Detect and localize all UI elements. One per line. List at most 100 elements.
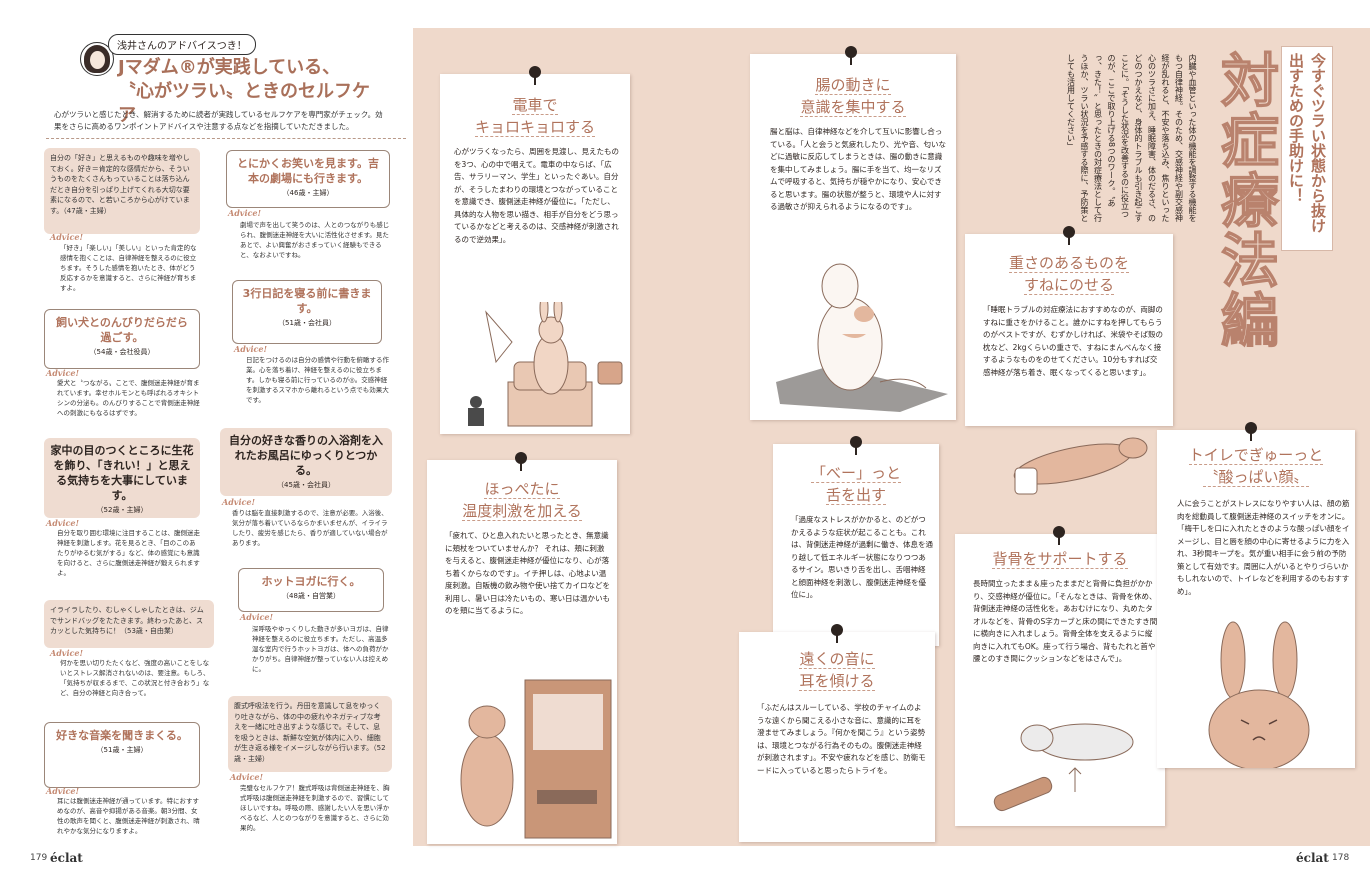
cat-vending-machine-illustration	[460, 679, 612, 839]
panel-spine: 背骨をサポートする 長時間立ったまま＆座ったままだと背骨に負担がかかり、交感神経…	[955, 526, 1165, 826]
advice-text: 耳には腹側迷走神経が通っています。特におすすめなのが、高音や抑揚がある音楽。朝3…	[57, 797, 200, 835]
advice-text: 劇場で声を出して笑うのは、人とのつながりも感じられ、腹側迷走神経を大いに活性化さ…	[240, 221, 390, 259]
panel-body: 「ふだんはスルーしている、学校のチャイムのような遠くから聞こえる小さな音に、意識…	[757, 703, 926, 775]
panel-body: 人に会うことがストレスになりやすい人は、顔の筋肉を総動員して腹側迷走神経のスイッ…	[1177, 499, 1350, 596]
sub-title: 今すぐツラい状態から抜け出すための手助けに！	[1281, 46, 1333, 251]
advice-label: Advice!	[222, 497, 255, 507]
panel-body: 長時間立ったまま＆座ったままだと背骨に負担がかかり、交感神経が優位に。「そんなと…	[973, 579, 1158, 663]
rabbit-sour-face-illustration	[1208, 621, 1310, 768]
panel-title: 背骨をサポートする	[992, 550, 1128, 569]
panel-title: トイレでぎゅーっと 〝酸っぱい顔〟	[1188, 446, 1324, 487]
panel-cheek: ほっぺたに 温度刺激を加える 「疲れて、ひと息入れたいと思ったとき、無意識に頬杖を…	[427, 452, 617, 844]
advisor-tag: 浅井さんのアドバイスつき！	[108, 34, 256, 55]
tip-card: とにかくお笑いを見ます。吉本の劇場にも行きます。 （46歳・主婦）	[226, 150, 390, 208]
advice-label: Advice!	[230, 772, 263, 782]
pin-icon	[1063, 226, 1075, 245]
panel-sour-face: トイレでぎゅーっと 〝酸っぱい顔〟 人に会うことがストレスになりやすい人は、顔の筋…	[1157, 422, 1355, 768]
advice-label: Advice!	[50, 232, 83, 242]
advice-label: Advice!	[240, 612, 273, 622]
dog-lying-illustration	[1013, 437, 1148, 495]
panel-sound: 遠くの音に 耳を傾ける 「ふだんはスルーしている、学校のチャイムのような遠くから聞…	[739, 624, 935, 842]
pin-icon	[850, 436, 862, 455]
tip-card: 腹式呼吸法を行う。丹田を意識して息をゆっくり吐きながら、体の中の疲れやネガティブ…	[228, 696, 392, 772]
advice-text: 「好き」「楽しい」「美しい」といった肯定的な感情を抱くことは、自律神経を整えるの…	[60, 244, 197, 292]
panel-title: 「べー」っと 舌を出す	[810, 464, 901, 505]
title-line-1: Jマダム®が実践している、	[118, 57, 341, 78]
title-line-2: 〝心がツラい〟ときのセルフケア	[118, 81, 370, 126]
tip-author: （46歳・主婦）	[282, 189, 334, 197]
lead-text: 心がツラいと感じたとき、解消するために読者が実践しているセルフケアを専門家がチェ…	[54, 110, 383, 131]
pin-icon	[1245, 422, 1257, 441]
tip-author: （45歳・会社員）	[277, 481, 335, 489]
divider	[46, 138, 406, 139]
rabbit-on-train-illustration	[468, 302, 623, 427]
pin-icon	[1053, 526, 1065, 545]
tip-card: 飼い犬とのんびりだらだら過ごす。 （54歳・会社役員）	[44, 309, 200, 369]
left-page-title: Jマダム®が実践している、 〝心がツラい〟ときのセルフケア	[118, 56, 378, 128]
tip-author: （54歳・会社役員）	[89, 348, 155, 356]
tip-author: （51歳・会社員）	[278, 319, 336, 327]
tip-author: （52歳・主婦）	[96, 506, 148, 514]
main-title: 対症療法編	[1210, 49, 1280, 351]
page-number: 178	[1332, 853, 1350, 863]
tip-author: （51歳・主婦）	[96, 746, 148, 754]
tip-title: 家中の目のつくところに生花を飾り、「きれい！」と思える気持ちを大事にしています。	[50, 444, 194, 502]
pin-icon	[845, 46, 857, 65]
tip-text: 腹式呼吸法を行う。丹田を意識して息をゆっくり吐きながら、体の中の疲れやネガティブ…	[234, 702, 386, 763]
advice-text: 香りは脳を直接刺激するので、注意が必要。入浴後、気分が落ち着いているならかまいま…	[232, 509, 388, 547]
advice-label: Advice!	[228, 208, 261, 218]
tip-title: 飼い犬とのんびりだらだら過ごす。	[56, 316, 188, 344]
panel-body: 「睡眠トラブルの対症療法におすすめなのが、両脚のすねに重さをかけること。誰かにす…	[983, 305, 1163, 377]
panel-title: 重さのあるものを すねにのせる	[1008, 254, 1129, 295]
brand-logo: éclat	[50, 851, 83, 865]
tip-author: （48歳・自営業）	[282, 592, 340, 600]
tip-card: 自分の「好き」と思えるものや趣味を増やしておく。好き＝肯定的な感情だから、そうい…	[44, 148, 200, 234]
tip-card: 3行日記を寝る前に書きます。 （51歳・会社員）	[232, 280, 382, 344]
panel-body: 心がツラくなったら、周囲を見渡し、見えたものを3つ、心の中で唱えて。電車の中なら…	[454, 147, 619, 244]
tip-card: ホットヨガに行く。 （48歳・自営業）	[238, 568, 384, 612]
advice-label: Advice!	[46, 786, 79, 796]
advice-text: 完璧なセルフケア！腹式呼吸は背側迷走神経を、胸式呼吸は腹側迷走神経を刺激するので…	[240, 784, 390, 832]
tip-title: 好きな音楽を聞きまくる。	[56, 729, 188, 742]
tip-title: とにかくお笑いを見ます。吉本の劇場にも行きます。	[237, 157, 379, 185]
panel-title: ほっぺたに 温度刺激を加える	[462, 480, 582, 521]
tip-card: 家中の目のつくところに生花を飾り、「きれい！」と思える気持ちを大事にしています。…	[44, 438, 200, 518]
panel-title: 遠くの音に 耳を傾ける	[799, 650, 875, 691]
panel-body: 「過度なストレスがかかると、のどがつかえるような症状が起こることも。これは、背側…	[791, 515, 933, 599]
intro-text: 内臓や血管といった体の機能を調整する機能をもつ自律神経。そのため、交感神経や副交…	[1066, 54, 1198, 222]
tip-card: 自分の好きな香りの入浴剤を入れたお風呂にゆっくりとつかる。 （45歳・会社員）	[220, 428, 392, 496]
panel-body: 「疲れて、ひと息入れたいと思ったとき、無意識に頬杖をついていませんか？ それは、…	[445, 531, 610, 615]
cow-meditating-illustration	[776, 263, 948, 412]
sheep-lying-illustration	[993, 723, 1134, 812]
advice-text: 愛犬と〝つながる〟ことで、腹側迷走神経が育まれています。幸せホルモンとも呼ばれる…	[57, 379, 200, 417]
tip-text: 自分の「好き」と思えるものや趣味を増やしておく。好き＝肯定的な感情だから、そうい…	[50, 154, 190, 215]
panel-weight: 重さのあるものを すねにのせる 「睡眠トラブルの対症療法におすすめなのが、両脚のす…	[965, 226, 1173, 426]
tip-title: ホットヨガに行く。	[261, 575, 361, 588]
panel-train: 電車で キョロキョロする 心がツラくなったら、周囲を見渡し、見えたものを3つ、心の…	[440, 66, 630, 434]
page-number: 179	[30, 853, 48, 863]
advice-text: 何かを思い切りたたくなど、強度の高いことをしないとストレス解消されないのは、要注…	[60, 659, 210, 697]
right-page: 対症療法編 今すぐツラい状態から抜け出すための手助けに！ 内臓や血管といった体の…	[413, 28, 1370, 846]
advice-label: Advice!	[46, 518, 79, 528]
advice-text: 深呼吸やゆっくりした動きが多いヨガは、自律神経を整えるのに役立ちます。ただし、高…	[252, 625, 389, 673]
tip-title: 自分の好きな香りの入浴剤を入れたお風呂にゆっくりとつかる。	[229, 434, 383, 477]
tip-title: 3行日記を寝る前に書きます。	[242, 287, 372, 315]
left-page: 浅井さんのアドバイスつき！ Jマダム®が実践している、 〝心がツラい〟ときのセル…	[0, 0, 413, 877]
advice-label: Advice!	[234, 344, 267, 354]
advice-label: Advice!	[46, 368, 79, 378]
pin-icon	[831, 624, 843, 643]
panel-tongue: 「べー」っと 舌を出す 「過度なストレスがかかると、のどがつかえるような症状が起こ…	[773, 436, 939, 646]
tip-card: イライラしたり、むしゃくしゃしたときは、ジムでサンドバッグをたたきます。終わった…	[44, 600, 214, 648]
pin-icon	[529, 66, 541, 85]
advice-label: Advice!	[50, 648, 83, 658]
tip-card: 好きな音楽を聞きまくる。 （51歳・主婦）	[44, 722, 200, 788]
panel-gut: 腸の動きに 意識を集中する 腸と脳は、自律神経などを介して互いに影響し合っている。…	[750, 46, 956, 420]
brand-logo: éclat	[1296, 851, 1329, 865]
advice-text: 自分を取り囲む環境に注目することは、腹側迷走神経を刺激します。花を見るとき、「目…	[57, 529, 200, 577]
panel-title: 腸の動きに 意識を集中する	[800, 76, 906, 117]
panel-title: 電車で キョロキョロする	[474, 96, 595, 137]
advice-text: 日記をつけるのは自分の感情や行動を俯瞰する作業。心を落ち着け、神経を整えるのに役…	[246, 356, 389, 404]
pin-icon	[515, 452, 527, 471]
tip-text: イライラしたり、むしゃくしゃしたときは、ジムでサンドバッグをたたきます。終わった…	[50, 606, 204, 635]
